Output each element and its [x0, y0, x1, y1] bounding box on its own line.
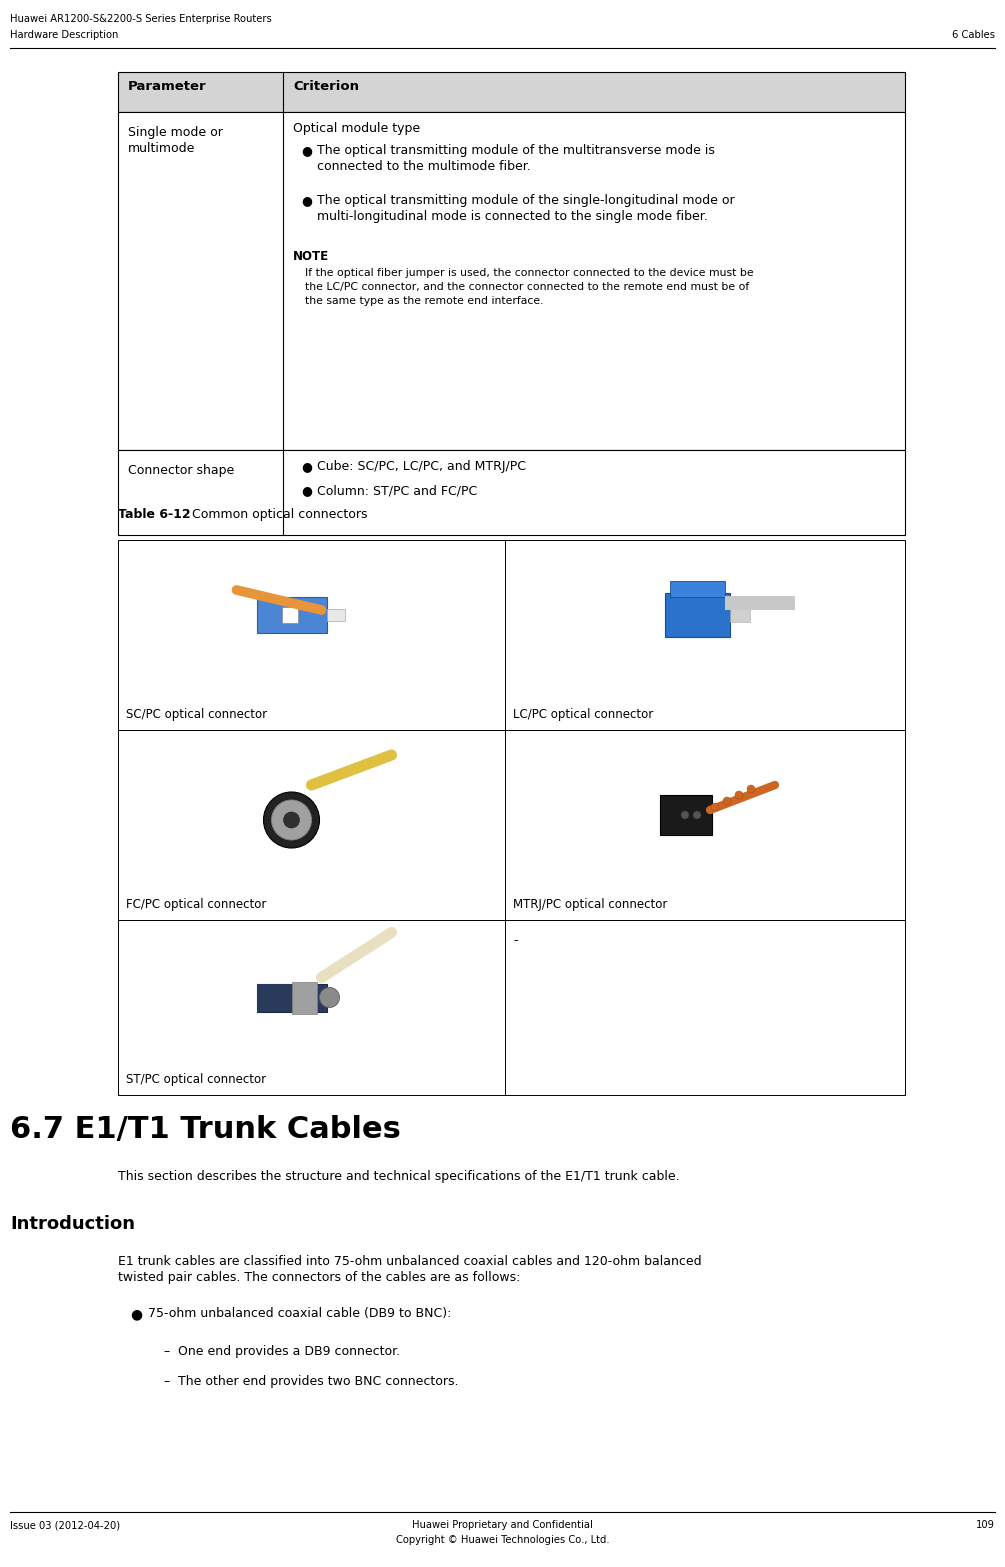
Text: NOTE: NOTE — [293, 251, 329, 263]
Text: ●: ● — [130, 1307, 142, 1321]
Text: the LC/PC connector, and the connector connected to the remote end must be of: the LC/PC connector, and the connector c… — [305, 282, 750, 291]
Text: One end provides a DB9 connector.: One end provides a DB9 connector. — [178, 1344, 400, 1359]
Text: Connector shape: Connector shape — [128, 464, 234, 476]
Bar — [256, 597, 327, 633]
Text: Cube: SC/PC, LC/PC, and MTRJ/PC: Cube: SC/PC, LC/PC, and MTRJ/PC — [317, 461, 526, 473]
Bar — [118, 72, 905, 111]
Text: E1 trunk cables are classified into 75-ohm unbalanced coaxial cables and 120-ohm: E1 trunk cables are classified into 75-o… — [118, 1255, 701, 1268]
Text: Common optical connectors: Common optical connectors — [188, 508, 368, 520]
Bar — [118, 111, 905, 450]
Text: If the optical fiber jumper is used, the connector connected to the device must : If the optical fiber jumper is used, the… — [305, 268, 754, 277]
Bar — [256, 984, 327, 1012]
Bar — [118, 920, 905, 1095]
Text: Parameter: Parameter — [128, 80, 207, 92]
Text: FC/PC optical connector: FC/PC optical connector — [126, 898, 266, 910]
Text: 109: 109 — [976, 1520, 995, 1529]
Circle shape — [735, 791, 743, 799]
Text: multi-longitudinal mode is connected to the single mode fiber.: multi-longitudinal mode is connected to … — [317, 210, 708, 223]
Text: This section describes the structure and technical specifications of the E1/T1 t: This section describes the structure and… — [118, 1171, 679, 1183]
Circle shape — [693, 812, 701, 820]
Text: 6.7 E1/T1 Trunk Cables: 6.7 E1/T1 Trunk Cables — [10, 1116, 401, 1144]
Text: LC/PC optical connector: LC/PC optical connector — [513, 708, 653, 721]
Circle shape — [320, 987, 340, 1008]
Bar — [730, 608, 750, 622]
Bar — [118, 730, 905, 920]
Text: -: - — [513, 934, 518, 946]
Bar — [665, 592, 730, 638]
Text: Hardware Description: Hardware Description — [10, 30, 119, 41]
Text: twisted pair cables. The connectors of the cables are as follows:: twisted pair cables. The connectors of t… — [118, 1271, 521, 1283]
Bar — [281, 606, 297, 624]
Circle shape — [681, 812, 689, 820]
Text: ●: ● — [302, 144, 312, 157]
Bar — [118, 450, 905, 534]
Circle shape — [263, 791, 320, 848]
Text: connected to the multimode fiber.: connected to the multimode fiber. — [317, 160, 531, 172]
Text: The other end provides two BNC connectors.: The other end provides two BNC connector… — [178, 1374, 458, 1388]
Circle shape — [723, 798, 731, 805]
Bar — [670, 581, 725, 597]
Text: –: – — [163, 1344, 169, 1359]
Text: the same type as the remote end interface.: the same type as the remote end interfac… — [305, 296, 544, 306]
Text: Introduction: Introduction — [10, 1214, 135, 1233]
Circle shape — [711, 802, 719, 812]
Bar — [660, 794, 712, 835]
Text: Criterion: Criterion — [293, 80, 359, 92]
Bar — [327, 610, 345, 621]
Text: The optical transmitting module of the multitransverse mode is: The optical transmitting module of the m… — [317, 144, 715, 157]
Text: Huawei Proprietary and Confidential: Huawei Proprietary and Confidential — [412, 1520, 593, 1529]
Text: ●: ● — [302, 484, 312, 497]
Text: multimode: multimode — [128, 143, 195, 155]
Circle shape — [747, 785, 755, 793]
Text: Issue 03 (2012-04-20): Issue 03 (2012-04-20) — [10, 1520, 121, 1529]
Text: Copyright © Huawei Technologies Co., Ltd.: Copyright © Huawei Technologies Co., Ltd… — [396, 1536, 609, 1545]
Text: 75-ohm unbalanced coaxial cable (DB9 to BNC):: 75-ohm unbalanced coaxial cable (DB9 to … — [148, 1307, 451, 1319]
Text: ST/PC optical connector: ST/PC optical connector — [126, 1073, 266, 1086]
Text: SC/PC optical connector: SC/PC optical connector — [126, 708, 267, 721]
Bar — [291, 981, 317, 1014]
Text: Column: ST/PC and FC/PC: Column: ST/PC and FC/PC — [317, 484, 477, 497]
Text: 6 Cables: 6 Cables — [952, 30, 995, 41]
Text: Single mode or: Single mode or — [128, 125, 223, 139]
Text: ●: ● — [302, 461, 312, 473]
Text: The optical transmitting module of the single-longitudinal mode or: The optical transmitting module of the s… — [317, 194, 735, 207]
Text: Huawei AR1200-S&2200-S Series Enterprise Routers: Huawei AR1200-S&2200-S Series Enterprise… — [10, 14, 271, 24]
Text: –: – — [163, 1374, 169, 1388]
Circle shape — [283, 812, 299, 827]
Text: ●: ● — [302, 194, 312, 207]
Text: MTRJ/PC optical connector: MTRJ/PC optical connector — [513, 898, 667, 910]
Text: Table 6-12: Table 6-12 — [118, 508, 191, 520]
Text: Optical module type: Optical module type — [293, 122, 420, 135]
Bar — [118, 541, 905, 730]
Circle shape — [271, 801, 312, 840]
